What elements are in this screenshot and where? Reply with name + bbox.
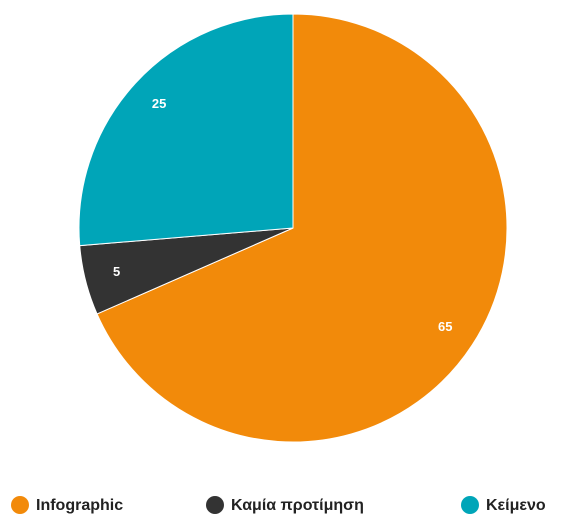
pie-slice xyxy=(96,13,508,443)
legend-swatch xyxy=(11,496,29,514)
pie-slice xyxy=(78,13,294,247)
legend-swatch xyxy=(206,496,224,514)
legend-swatch xyxy=(461,496,479,514)
legend-label: Infographic xyxy=(36,497,123,514)
legend-label: Κείμενο xyxy=(486,497,546,514)
data-label: 25 xyxy=(152,96,166,111)
legend-label: Καμία προτίμηση xyxy=(231,497,364,514)
data-label: 5 xyxy=(113,264,120,279)
data-label: 65 xyxy=(438,319,452,334)
